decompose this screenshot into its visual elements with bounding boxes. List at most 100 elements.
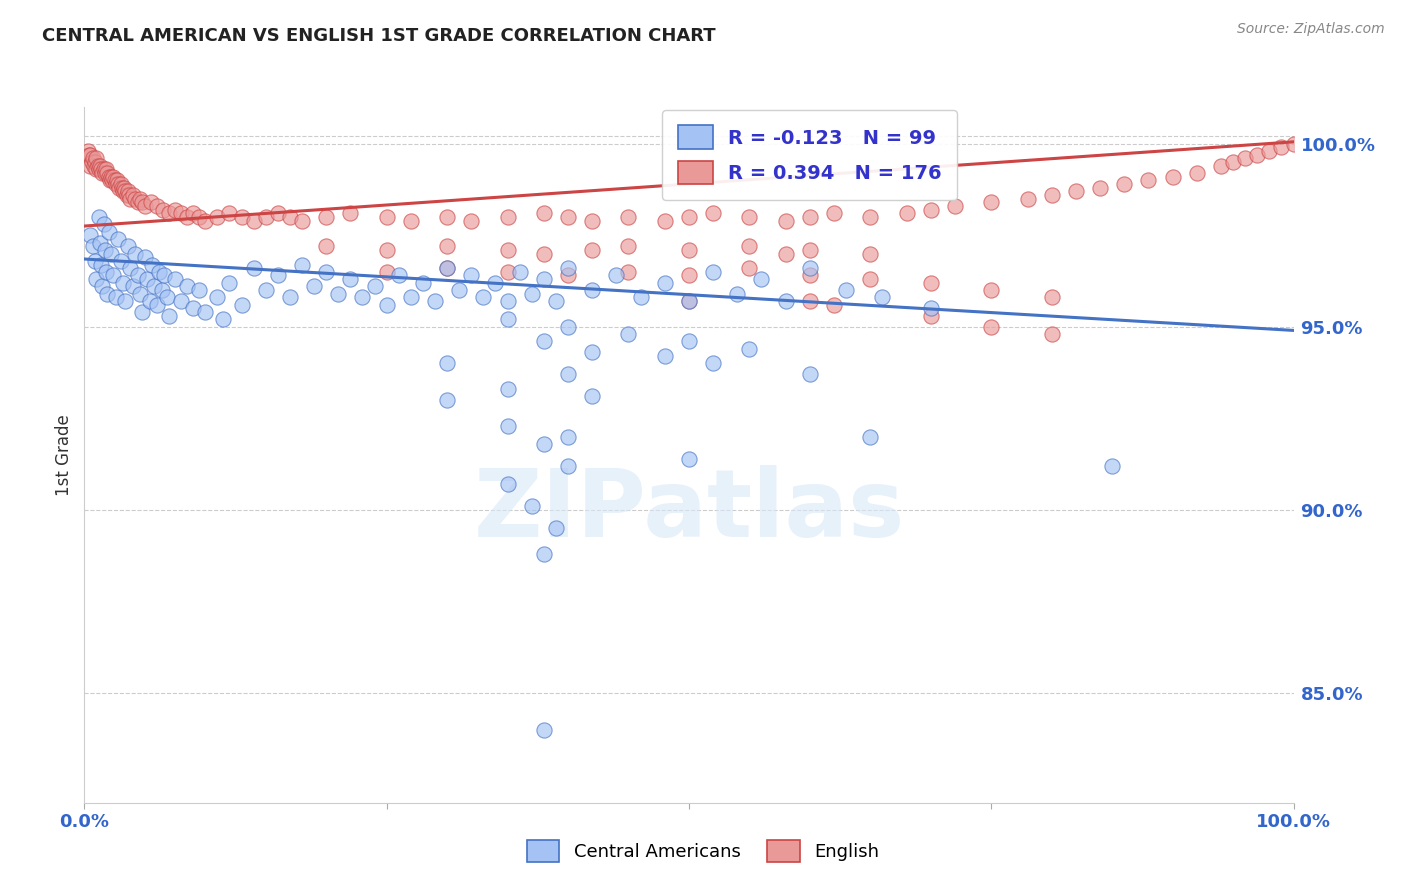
Point [799, 261, 821, 276]
Point [114, 184, 136, 198]
Point [79, 228, 101, 243]
Point [799, 368, 821, 382]
Point [449, 283, 471, 297]
Point [581, 243, 603, 257]
Point [1222, 155, 1244, 169]
Point [496, 418, 519, 433]
Point [176, 279, 198, 293]
Point [581, 283, 603, 297]
Point [105, 173, 128, 187]
Point [155, 290, 177, 304]
Point [423, 294, 446, 309]
Point [375, 210, 398, 224]
Point [278, 210, 301, 224]
Point [278, 290, 301, 304]
Point [1258, 144, 1281, 158]
Point [630, 290, 652, 304]
Point [872, 290, 894, 304]
Point [678, 294, 700, 309]
Point [557, 319, 579, 334]
Point [533, 246, 555, 260]
Point [176, 210, 198, 224]
Point [165, 202, 187, 217]
Point [83, 159, 105, 173]
Point [82, 239, 104, 253]
Point [146, 298, 169, 312]
Point [920, 276, 942, 290]
Point [103, 268, 125, 283]
Point [1040, 327, 1063, 342]
Point [533, 206, 555, 220]
Point [127, 195, 149, 210]
Point [557, 429, 579, 443]
Point [79, 159, 101, 173]
Point [654, 276, 676, 290]
Point [77, 147, 100, 161]
Point [702, 206, 724, 220]
Point [1137, 173, 1160, 187]
Point [339, 206, 361, 220]
Point [146, 199, 169, 213]
Point [339, 272, 361, 286]
Point [678, 243, 700, 257]
Point [581, 213, 603, 227]
Point [859, 272, 882, 286]
Point [86, 151, 108, 165]
Point [104, 290, 127, 304]
Point [153, 268, 176, 283]
Point [77, 144, 100, 158]
Point [91, 279, 114, 293]
Point [82, 151, 104, 165]
Point [1161, 169, 1184, 184]
Point [920, 309, 942, 323]
Text: ZIPatlas: ZIPatlas [474, 465, 904, 557]
Point [194, 213, 217, 227]
Point [738, 261, 761, 276]
Point [170, 294, 193, 309]
Point [315, 210, 337, 224]
Point [91, 166, 114, 180]
Point [124, 246, 146, 260]
Point [291, 258, 314, 272]
Point [496, 294, 519, 309]
Point [97, 169, 120, 184]
Point [520, 286, 543, 301]
Point [617, 327, 640, 342]
Point [678, 334, 700, 349]
Point [738, 342, 761, 356]
Point [194, 305, 217, 319]
Point [436, 261, 458, 276]
Point [799, 210, 821, 224]
Point [533, 272, 555, 286]
Point [87, 210, 110, 224]
Point [1040, 290, 1063, 304]
Point [218, 276, 240, 290]
Point [375, 298, 398, 312]
Point [533, 547, 555, 561]
Point [460, 268, 482, 283]
Point [1017, 192, 1039, 206]
Point [170, 206, 193, 220]
Point [131, 195, 153, 210]
Point [231, 298, 253, 312]
Point [107, 232, 129, 246]
Legend: Central Americans, English: Central Americans, English [519, 833, 887, 870]
Point [823, 298, 845, 312]
Point [115, 188, 138, 202]
Point [96, 166, 118, 180]
Point [121, 279, 143, 293]
Point [150, 283, 173, 297]
Point [1209, 159, 1232, 173]
Point [94, 243, 117, 257]
Point [678, 210, 700, 224]
Point [1246, 147, 1268, 161]
Point [267, 268, 290, 283]
Point [363, 279, 385, 293]
Point [89, 159, 111, 173]
Point [617, 210, 640, 224]
Point [80, 155, 103, 169]
Point [93, 217, 115, 231]
Point [181, 206, 204, 220]
Point [117, 184, 139, 198]
Point [188, 210, 211, 224]
